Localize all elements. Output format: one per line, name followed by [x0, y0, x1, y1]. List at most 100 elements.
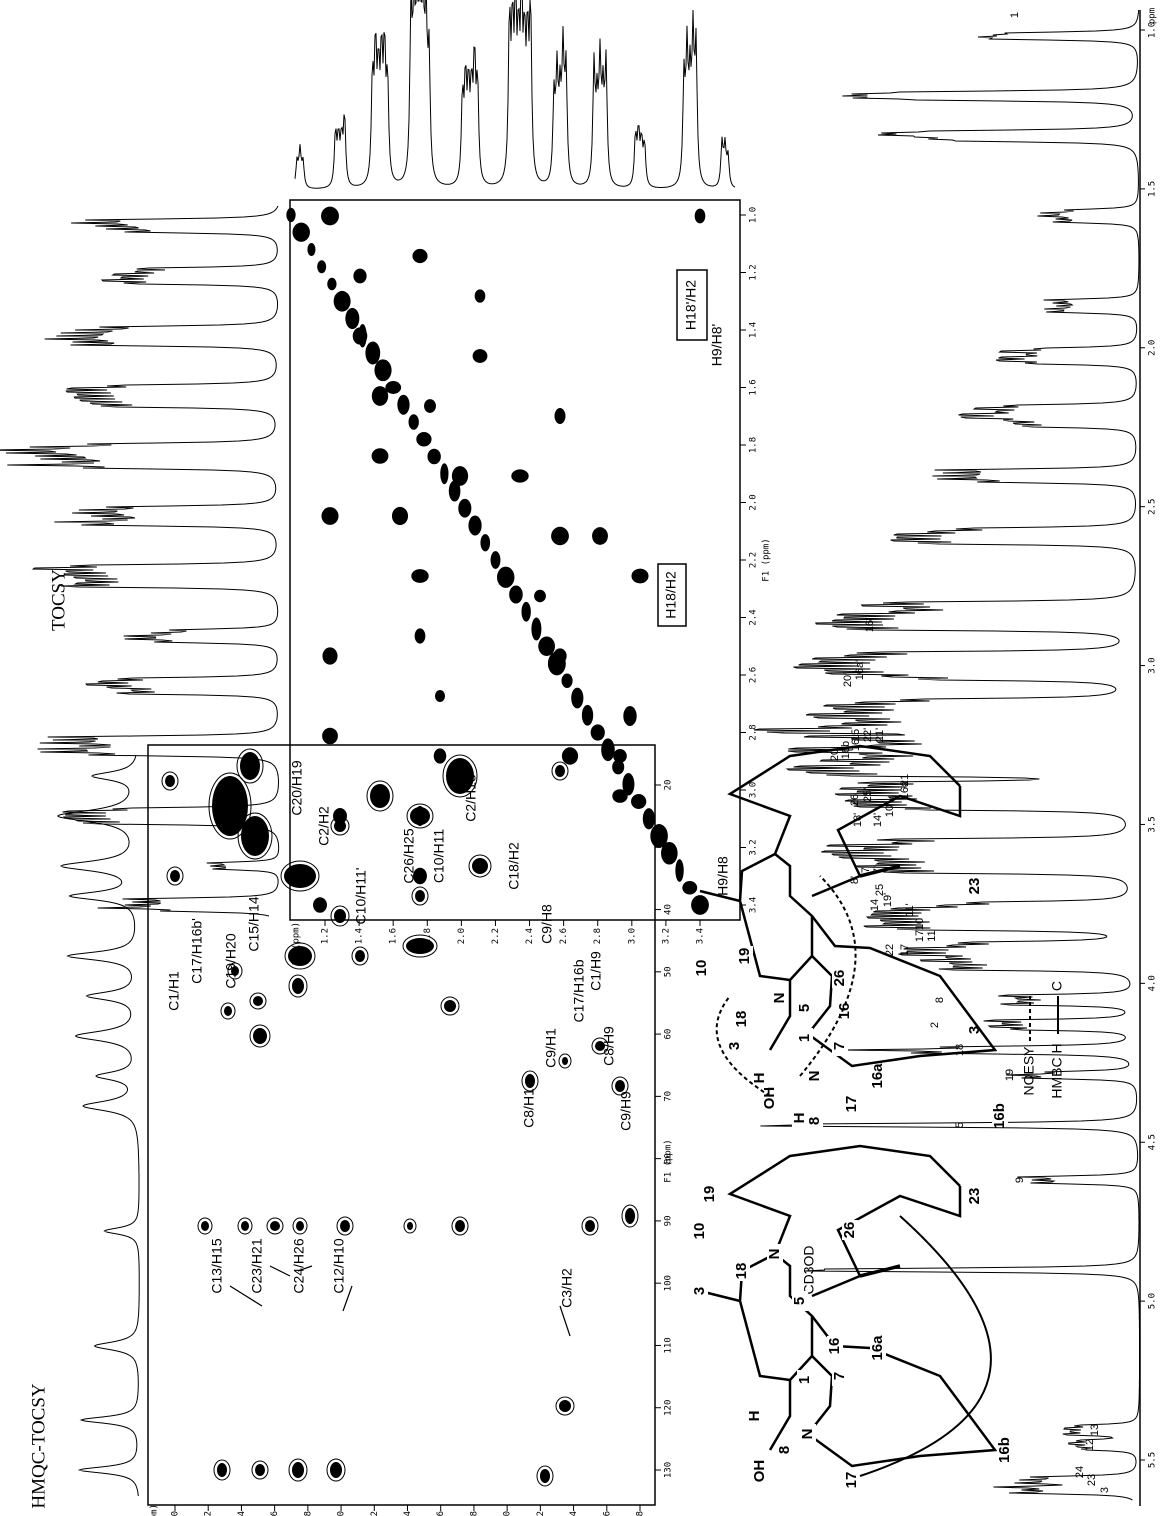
cross-peak-label: C18/H2 — [506, 842, 522, 890]
diagonal-peak — [601, 738, 615, 761]
cross-peak-label: H9/H8 — [715, 856, 731, 896]
cross-peak — [424, 399, 436, 413]
y-tick-label: 3.2 — [536, 1511, 546, 1516]
diagonal-peak — [582, 705, 593, 726]
panel-title: HMQC-TOCSY — [28, 1383, 49, 1509]
y-tick-label: 1.4 — [355, 928, 365, 944]
diagonal-peak — [509, 586, 523, 604]
y-tick-label: 2.2 — [370, 1511, 380, 1516]
cross-peak — [413, 868, 427, 884]
cross-peak — [353, 269, 366, 284]
atom-label: 1 — [796, 1034, 813, 1042]
cross-peak — [340, 1220, 350, 1232]
x-tick-label: 50 — [664, 966, 674, 977]
cross-peak — [321, 207, 339, 226]
atom-label: 7 — [831, 1042, 848, 1050]
y-tick-label: 2.4 — [403, 1511, 413, 1516]
cross-peak — [412, 249, 427, 263]
cross-peak-label: C3/H2 — [559, 1268, 575, 1308]
cross-peak — [372, 386, 388, 406]
cross-peak — [551, 527, 569, 545]
peak-label: 24 — [1074, 1466, 1086, 1478]
diagonal-peak — [571, 688, 583, 709]
cross-peak — [555, 408, 566, 424]
peak-label: 21 — [899, 774, 911, 786]
cross-peak-label: C1/H9 — [588, 951, 604, 991]
diagonal-peak — [327, 278, 336, 290]
cross-peak — [625, 1208, 635, 1224]
peak-label: 21' — [874, 728, 886, 742]
x-tick-label: 2.6 — [749, 667, 759, 683]
cross-peak — [562, 1057, 568, 1065]
legend-hmbc-target: C — [1049, 981, 1065, 991]
cross-peak — [562, 747, 578, 764]
cross-peak — [585, 1220, 595, 1232]
hmqc-1d-trace — [58, 756, 139, 1496]
atom-label: N — [771, 993, 788, 1004]
cross-peak-label: C17/H16b' — [189, 918, 205, 984]
diagonal-peak — [591, 724, 605, 740]
cross-peak — [612, 789, 627, 803]
x-tick-label: 3.5 — [1148, 816, 1158, 832]
y-tick-label: 2.0 — [457, 928, 467, 944]
cross-peak-label: C13/H15 — [209, 1238, 225, 1293]
atom-label: H — [746, 1411, 763, 1422]
peak-label: 16a' — [854, 660, 866, 680]
x-tick-label: 1.4 — [749, 322, 759, 338]
atom-label: 23 — [966, 878, 983, 895]
cross-peak — [540, 1469, 550, 1483]
y-tick-label: 3.0 — [627, 928, 637, 944]
cross-peak-label: C9/H9 — [618, 1091, 634, 1131]
diagonal-peak — [365, 342, 380, 365]
y-tick-label: 3.4 — [696, 928, 706, 944]
atom-label: 26 — [841, 1222, 858, 1239]
cross-peak — [255, 1464, 265, 1476]
cross-peak — [415, 890, 425, 902]
cross-peak — [201, 1221, 209, 1231]
x-tick-label: 3.0 — [749, 782, 759, 798]
atom-label: 17 — [843, 1472, 860, 1489]
atom-label: N — [806, 1071, 823, 1082]
figure: HMQC-TOCSY13012011010090807060504030201.… — [0, 0, 1173, 1516]
y-tick-label: 2.8 — [593, 928, 603, 944]
peak-label: 11 — [926, 930, 938, 941]
x-tick-label: 1.2 — [749, 264, 759, 280]
diagonal-peak — [397, 395, 409, 415]
y-tick-label: 2.6 — [436, 1511, 446, 1516]
x-tick-label: 60 — [664, 1029, 674, 1040]
diagonal-peak — [317, 260, 326, 273]
atom-label: 8 — [806, 1117, 823, 1125]
cross-peak — [355, 950, 365, 962]
cross-peak — [411, 569, 428, 583]
bond — [812, 1186, 960, 1296]
cross-peak-label: C9/H8 — [539, 904, 555, 944]
cross-peak — [555, 765, 565, 777]
diagonal-peak — [374, 359, 391, 381]
x-tick-label: 1.6 — [749, 379, 759, 395]
peak-label: 26 — [849, 794, 861, 806]
bond — [730, 746, 960, 854]
cross-peak — [553, 648, 566, 663]
peak-label: 5 — [954, 1122, 966, 1128]
bond — [808, 1356, 832, 1434]
y-tick-label: 3.4 — [569, 1511, 579, 1516]
peak-label: 10 — [914, 918, 926, 930]
arrow — [560, 1306, 570, 1336]
cross-peak-label: C17/H16b — [571, 959, 587, 1022]
x-tick-label: 3.2 — [749, 839, 759, 855]
cross-peak-label: C9/H1 — [543, 1028, 559, 1068]
cross-peak — [392, 507, 408, 525]
diagonal-peak — [531, 617, 541, 640]
atom-label: OH — [751, 1460, 768, 1483]
bond — [808, 956, 832, 1034]
atom-label: 26 — [831, 970, 848, 987]
peak-label: 9 — [1014, 1177, 1026, 1183]
cross-peak-label: C23/H21 — [249, 1238, 265, 1293]
x-tick-label: 20 — [664, 780, 674, 791]
peak-label: 20' — [842, 673, 854, 687]
cross-peak — [241, 1221, 249, 1231]
cross-peak-label: C19/H20 — [223, 933, 239, 988]
y-tick-label: 2.8 — [469, 1511, 479, 1516]
peak-label: 17 — [914, 930, 926, 942]
diagonal-peak — [675, 859, 683, 882]
